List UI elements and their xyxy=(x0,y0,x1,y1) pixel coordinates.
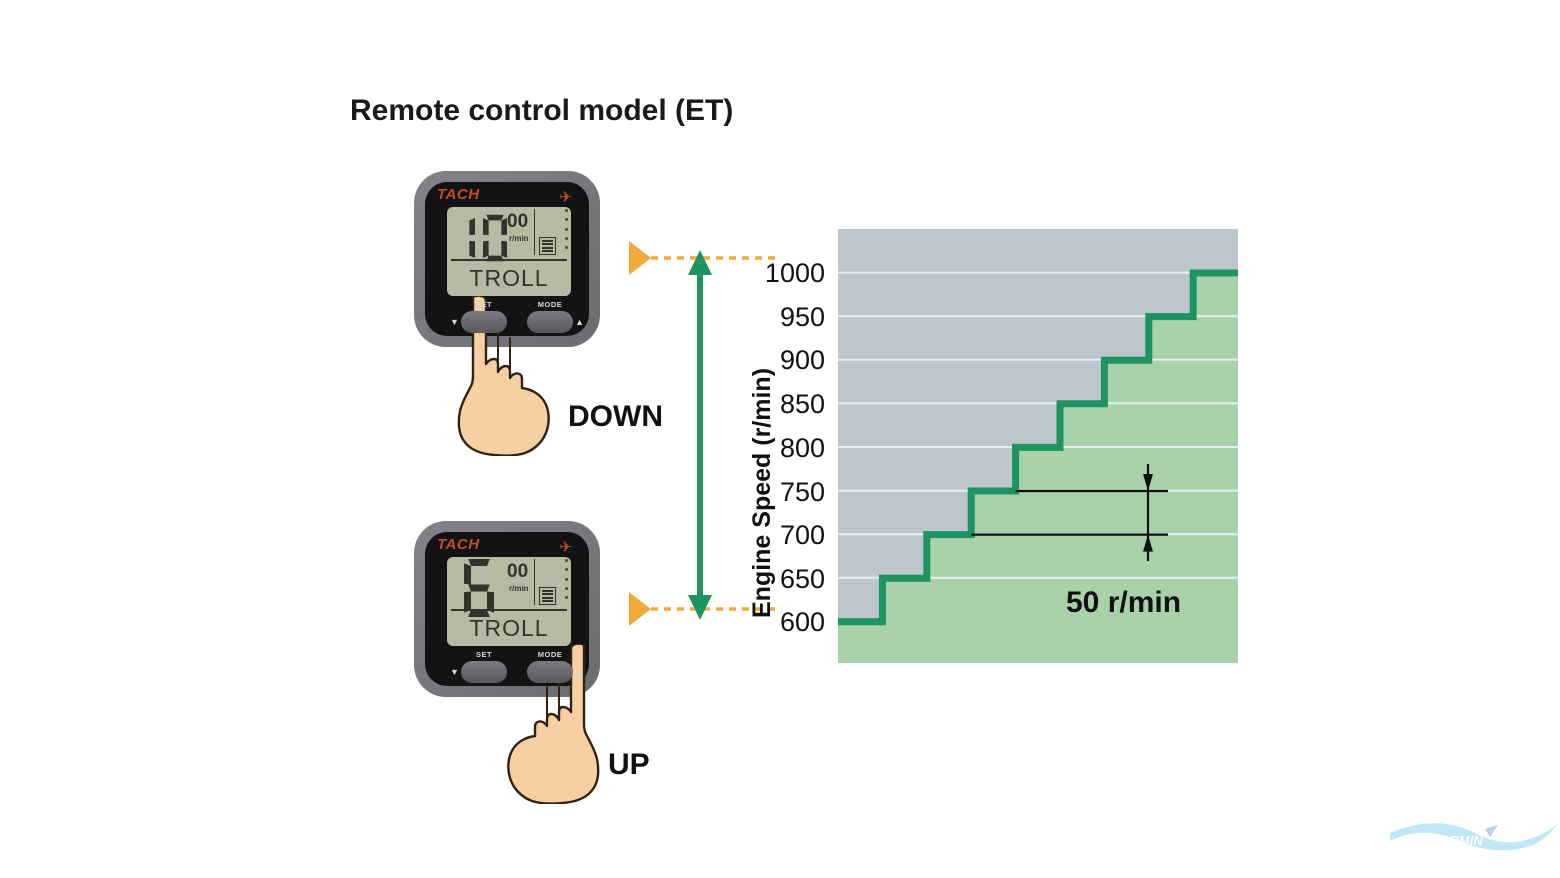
svg-text:GARMIN: GARMIN xyxy=(1430,833,1483,848)
svg-text:50 r/min: 50 r/min xyxy=(1066,586,1181,619)
